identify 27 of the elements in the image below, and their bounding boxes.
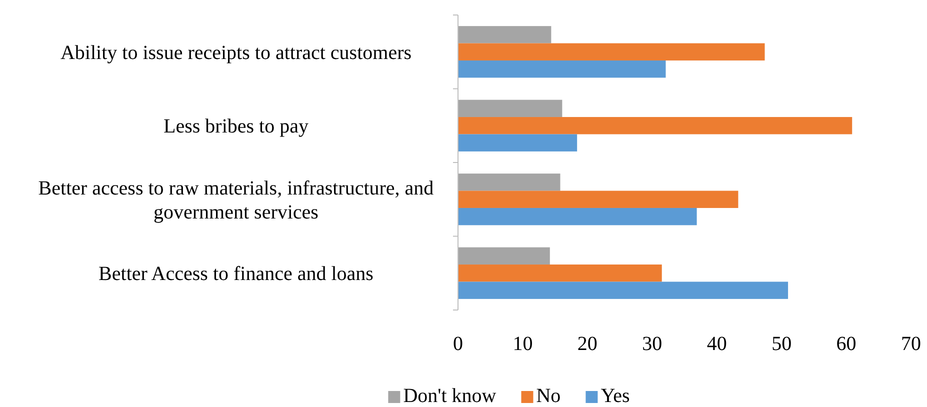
y-tick-label: Less bribes to pay: [164, 116, 308, 138]
y-tick-label: Better Access to finance and loans: [98, 263, 374, 286]
y-tick-label: Ability to issue receipts to attract customers: [60, 42, 412, 64]
bar: [458, 26, 552, 44]
bar: [458, 60, 666, 78]
legend-label: Don't know: [403, 385, 497, 407]
x-tick-label: 70: [901, 333, 921, 355]
bar: [458, 190, 738, 208]
x-tick-label: 60: [836, 333, 856, 355]
bar: [458, 134, 578, 152]
x-tick-label: 0: [453, 333, 463, 355]
legend-label: No: [536, 385, 561, 407]
bar: [458, 208, 697, 226]
bar: [458, 282, 788, 299]
bar: [458, 264, 662, 282]
x-tick-label: 30: [642, 333, 662, 355]
bar: [458, 117, 852, 134]
legend-label: Yes: [600, 385, 630, 407]
y-tick-label: Better access to raw materials, infrastructure, and government services: [38, 177, 434, 224]
bar: [458, 43, 765, 60]
x-tick-label: 10: [512, 333, 533, 355]
x-tick-label: 20: [577, 333, 598, 355]
x-tick-label: 40: [706, 333, 727, 355]
bar: [458, 100, 562, 118]
x-tick-label: 50: [772, 333, 792, 355]
bar: [458, 174, 560, 191]
bar: [458, 247, 550, 265]
